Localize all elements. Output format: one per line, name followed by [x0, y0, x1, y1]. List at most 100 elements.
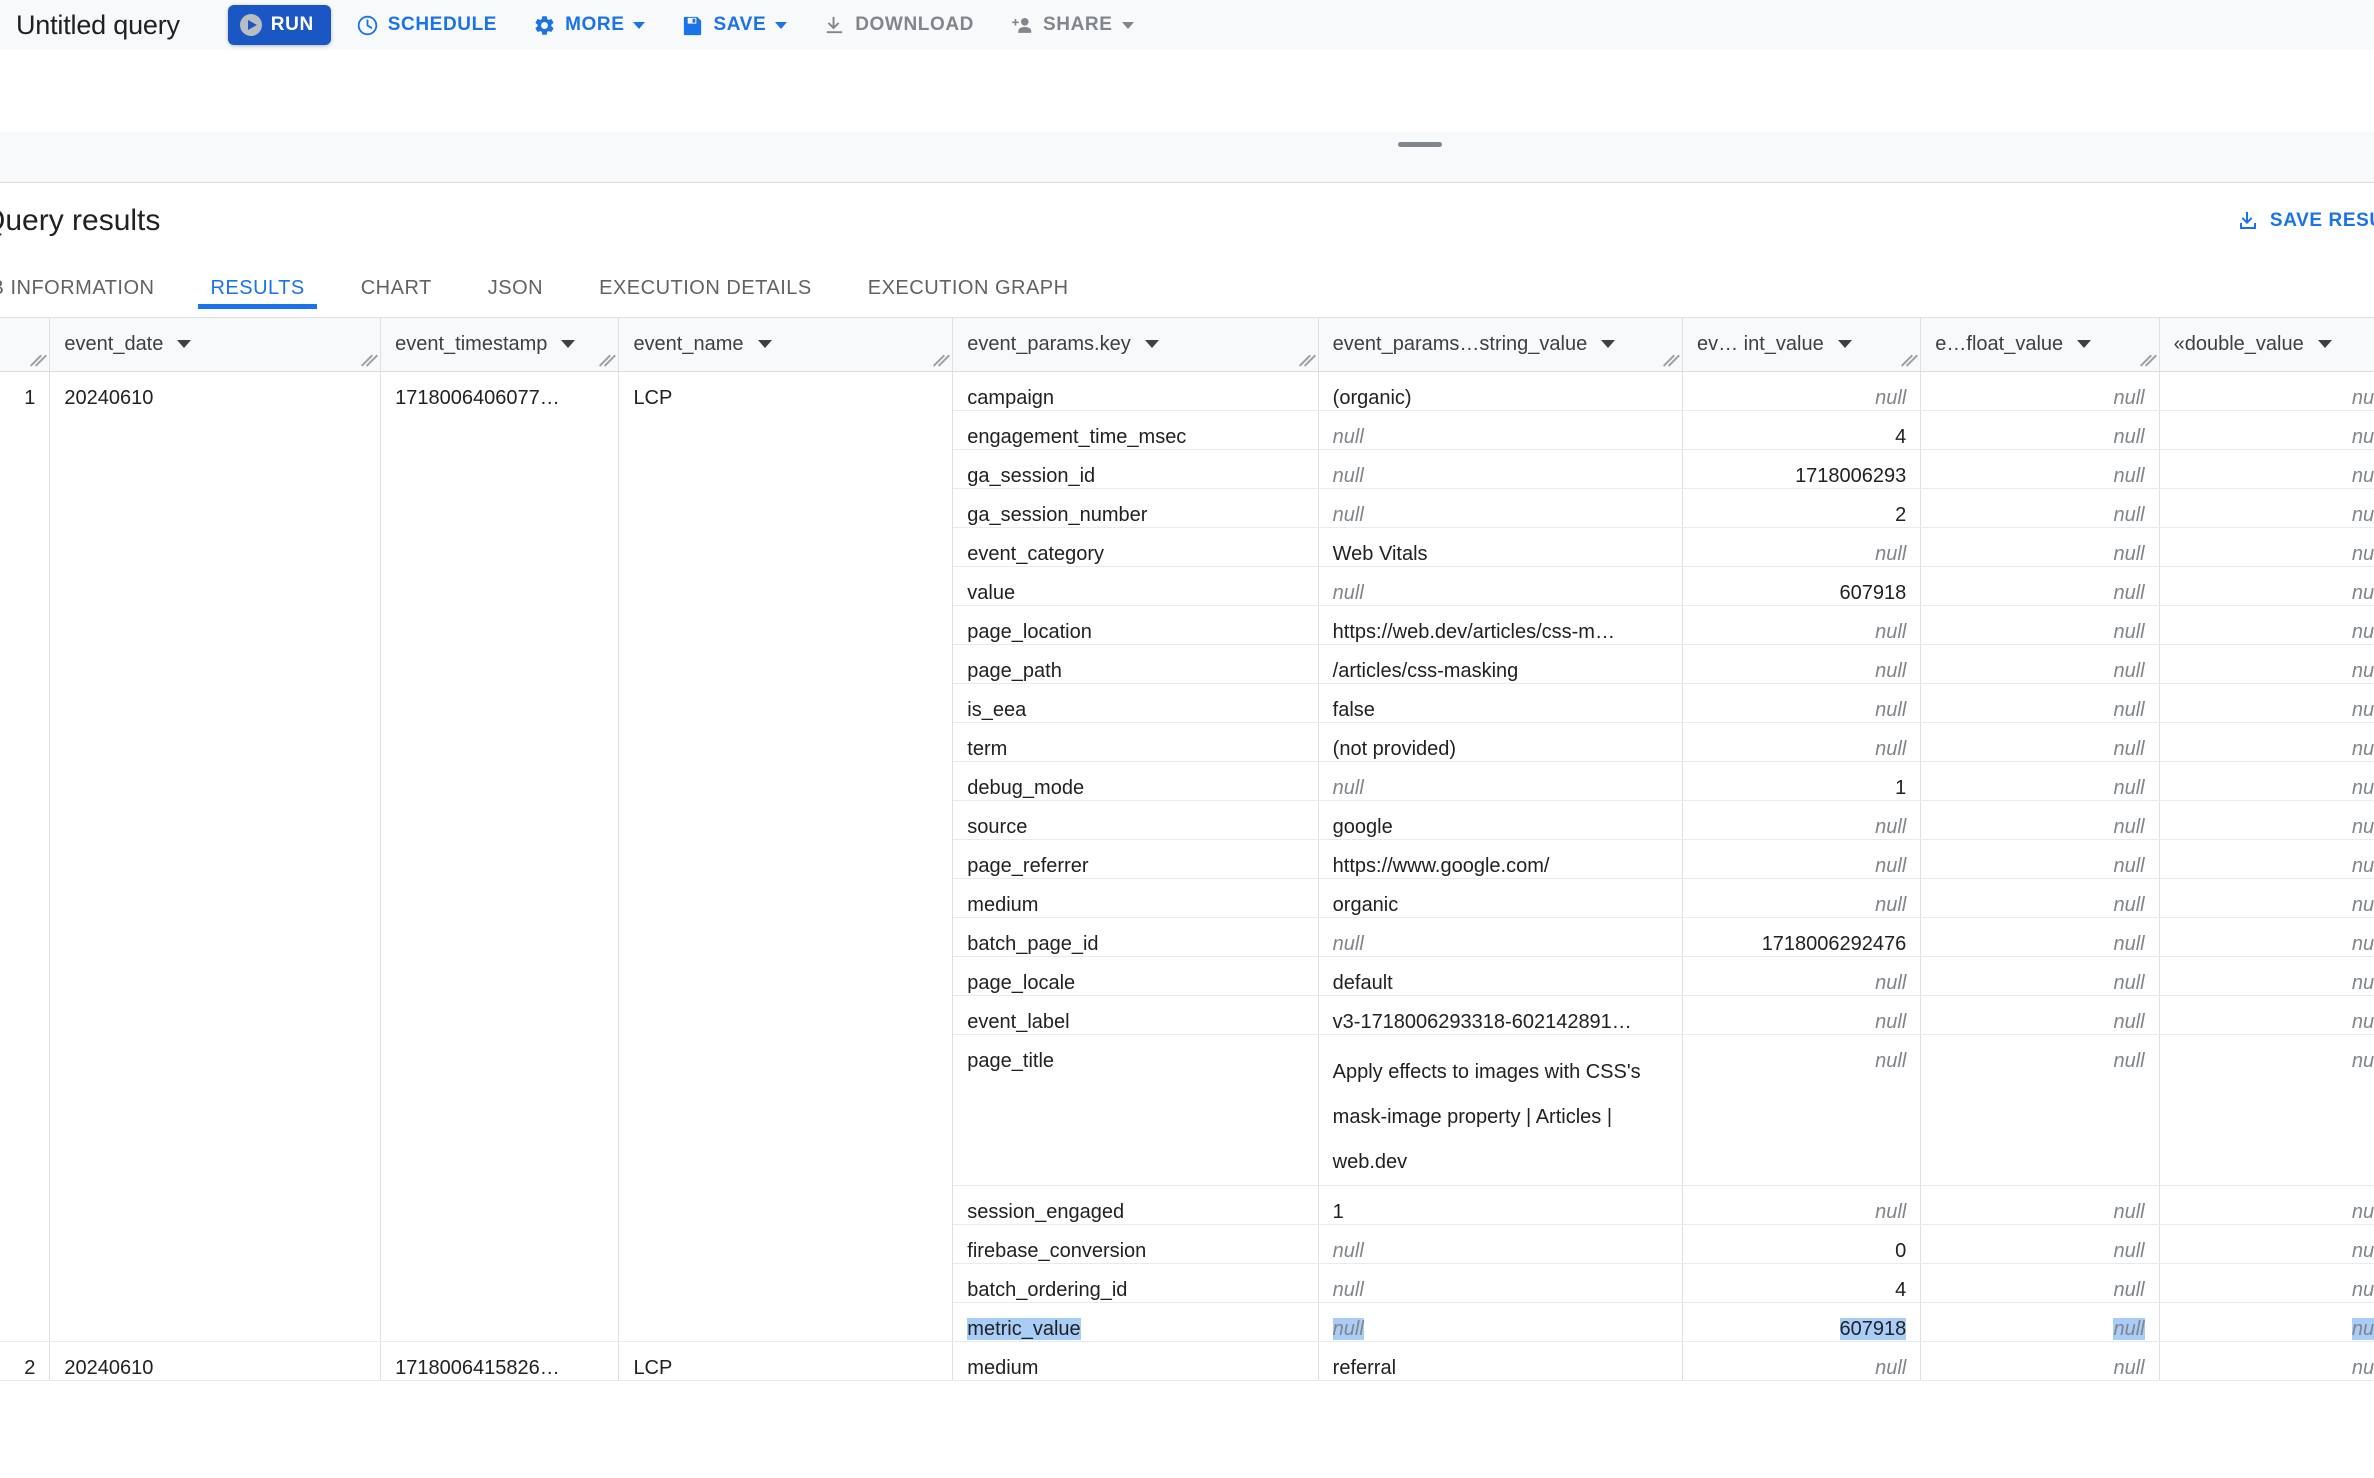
cell-int-value[interactable]: null: [1682, 839, 1922, 879]
cell-double-value[interactable]: null: [2159, 995, 2374, 1035]
cell-float-value[interactable]: null: [1920, 1263, 2160, 1303]
cell-event-timestamp[interactable]: 1718006415826…: [380, 1341, 620, 1381]
cell-string-value[interactable]: null: [1318, 410, 1683, 450]
cell-event-params-key[interactable]: medium: [952, 878, 1319, 918]
cell-float-value[interactable]: null: [1920, 644, 2160, 684]
column-resize-handle[interactable]: [1902, 353, 1918, 369]
cell-double-value[interactable]: null: [2159, 371, 2374, 411]
cell-double-value[interactable]: null: [2159, 410, 2374, 450]
cell-float-value[interactable]: null: [1920, 1302, 2160, 1342]
cell-float-value[interactable]: null: [1920, 878, 2160, 918]
cell-float-value[interactable]: null: [1920, 800, 2160, 840]
column-resize-handle[interactable]: [1664, 353, 1680, 369]
cell-float-value[interactable]: null: [1920, 605, 2160, 645]
table-row[interactable]: medium organic null null null: [0, 878, 2374, 918]
column-resize-handle[interactable]: [1300, 353, 1316, 369]
column-header-event_params_string_value[interactable]: event_params…string_value: [1318, 318, 1683, 372]
tab-job-information[interactable]: JOB INFORMATION: [0, 259, 182, 309]
cell-double-value[interactable]: null: [2159, 761, 2374, 801]
cell-float-value[interactable]: null: [1920, 956, 2160, 996]
query-title[interactable]: Untitled query: [16, 9, 180, 40]
table-row[interactable]: source google null null null: [0, 800, 2374, 840]
drag-handle[interactable]: [1398, 142, 1442, 147]
cell-string-value[interactable]: Apply effects to images with CSS's mask-…: [1318, 1034, 1683, 1186]
cell-double-value[interactable]: null: [2159, 1185, 2374, 1225]
save-button[interactable]: SAVE: [670, 5, 798, 45]
column-menu-chevron-down-icon[interactable]: [2317, 340, 2332, 349]
cell-double-value[interactable]: null: [2159, 1034, 2374, 1186]
cell-double-value[interactable]: null: [2159, 956, 2374, 996]
cell-event-date[interactable]: 20240610: [49, 371, 382, 1342]
share-button[interactable]: SHARE: [999, 5, 1145, 45]
cell-int-value[interactable]: null: [1682, 605, 1922, 645]
cell-int-value[interactable]: 2: [1682, 488, 1922, 528]
tab-chart[interactable]: CHART: [333, 259, 460, 309]
column-menu-chevron-down-icon[interactable]: [1601, 340, 1616, 349]
more-button[interactable]: MORE: [522, 5, 656, 45]
column-menu-chevron-down-icon[interactable]: [1837, 340, 1852, 349]
cell-double-value[interactable]: null: [2159, 800, 2374, 840]
cell-float-value[interactable]: null: [1920, 1034, 2160, 1186]
column-menu-chevron-down-icon[interactable]: [177, 340, 192, 349]
table-row[interactable]: debug_mode null 1 null null: [0, 761, 2374, 801]
cell-event-name[interactable]: LCP: [618, 371, 954, 1342]
run-button[interactable]: RUN: [227, 5, 331, 45]
cell-event-params-key[interactable]: campaign: [952, 371, 1319, 411]
cell-event-params-key[interactable]: page_path: [952, 644, 1319, 684]
column-resize-handle[interactable]: [2141, 353, 2157, 369]
cell-event-params-key[interactable]: session_engaged: [952, 1185, 1319, 1225]
cell-event-params-key[interactable]: engagement_time_msec: [952, 410, 1319, 450]
cell-string-value[interactable]: null: [1318, 917, 1683, 957]
save-results-button[interactable]: SAVE RESULTS: [2236, 209, 2374, 233]
cell-double-value[interactable]: null: [2159, 917, 2374, 957]
cell-event-params-key[interactable]: batch_ordering_id: [952, 1263, 1319, 1303]
tab-json[interactable]: JSON: [460, 259, 571, 309]
column-menu-chevron-down-icon[interactable]: [561, 340, 576, 349]
results-table-container[interactable]: event_date event_timestamp event_name event…: [0, 317, 2374, 1478]
cell-int-value[interactable]: null: [1682, 878, 1922, 918]
cell-int-value[interactable]: null: [1682, 1185, 1922, 1225]
cell-int-value[interactable]: 607918: [1682, 1302, 1922, 1342]
cell-string-value[interactable]: null: [1318, 1302, 1683, 1342]
cell-int-value[interactable]: null: [1682, 800, 1922, 840]
column-header-event_timestamp[interactable]: event_timestamp: [380, 318, 620, 372]
cell-double-value[interactable]: null: [2159, 566, 2374, 606]
table-row[interactable]: page_path/articles/css-masking null null nu…: [0, 644, 2374, 684]
row-number-cell[interactable]: 2: [0, 1341, 51, 1381]
table-row[interactable]: 1 20240610 1718006406077… LCP campaign (organ…: [0, 371, 2374, 1342]
table-row[interactable]: event_category Web Vitals null null null: [0, 527, 2374, 567]
table-row[interactable]: value null 607918 null null: [0, 566, 2374, 606]
cell-int-value[interactable]: 4: [1682, 1263, 1922, 1303]
cell-string-value[interactable]: null: [1318, 761, 1683, 801]
cell-int-value[interactable]: null: [1682, 722, 1922, 762]
table-row[interactable]: is_eea false null null null: [0, 683, 2374, 723]
column-header-event_params_double_value[interactable]: «double_value: [2159, 318, 2374, 372]
sql-editor[interactable]: SELECT * FROM `analytics_337268677.event…: [0, 50, 2374, 253]
cell-event-params-key[interactable]: page_referrer: [952, 839, 1319, 879]
cell-double-value[interactable]: null: [2159, 878, 2374, 918]
cell-float-value[interactable]: null: [1920, 761, 2160, 801]
cell-float-value[interactable]: null: [1920, 1341, 2160, 1381]
cell-float-value[interactable]: null: [1920, 1185, 2160, 1225]
cell-int-value[interactable]: 0: [1682, 1224, 1922, 1264]
cell-string-value[interactable]: 1: [1318, 1185, 1683, 1225]
cell-string-value[interactable]: null: [1318, 449, 1683, 489]
cell-event-params-key[interactable]: ga_session_id: [952, 449, 1319, 489]
cell-string-value[interactable]: /articles/css-masking: [1318, 644, 1683, 684]
editor-results-splitter[interactable]: [0, 132, 2374, 183]
column-menu-chevron-down-icon[interactable]: [757, 340, 772, 349]
cell-event-params-key[interactable]: ga_session_number: [952, 488, 1319, 528]
cell-int-value[interactable]: null: [1682, 1341, 1922, 1381]
cell-event-params-key[interactable]: debug_mode: [952, 761, 1319, 801]
cell-string-value[interactable]: null: [1318, 1224, 1683, 1264]
cell-float-value[interactable]: null: [1920, 449, 2160, 489]
cell-string-value[interactable]: referral: [1318, 1341, 1683, 1381]
cell-double-value[interactable]: null: [2159, 1341, 2374, 1381]
table-row[interactable]: batch_page_id null 1718006292476 null null: [0, 917, 2374, 957]
table-row[interactable]: page_title Apply effects to images with C…: [0, 1034, 2374, 1186]
cell-int-value[interactable]: null: [1682, 956, 1922, 996]
cell-double-value[interactable]: null: [2159, 488, 2374, 528]
table-row[interactable]: 2 20240610 1718006415826… LCP medium referral…: [0, 1341, 2374, 1381]
cell-event-params-key[interactable]: is_eea: [952, 683, 1319, 723]
cell-double-value[interactable]: null: [2159, 605, 2374, 645]
